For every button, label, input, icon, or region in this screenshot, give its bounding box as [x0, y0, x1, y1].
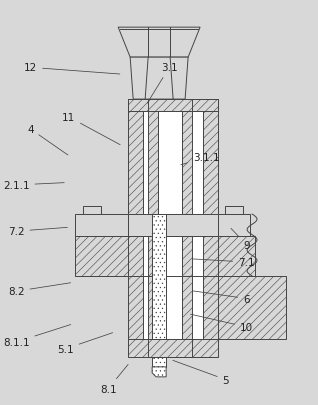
Bar [83, 207, 101, 215]
Bar [128, 339, 218, 357]
Bar [218, 276, 286, 339]
Polygon shape [152, 367, 166, 377]
Bar [152, 215, 166, 347]
Text: 5: 5 [173, 360, 229, 385]
Bar [148, 339, 192, 357]
Text: 11: 11 [62, 113, 120, 145]
Bar [148, 276, 158, 339]
Text: 3.1.1: 3.1.1 [181, 153, 219, 165]
Text: 2.1.1: 2.1.1 [3, 181, 64, 190]
Bar [182, 276, 192, 339]
Polygon shape [118, 28, 200, 58]
Text: 8.2: 8.2 [8, 283, 71, 296]
Text: 8.1.1: 8.1.1 [3, 325, 71, 347]
Bar [148, 237, 158, 276]
Text: 5.1: 5.1 [57, 333, 113, 354]
Bar [182, 237, 192, 276]
Text: 4: 4 [27, 125, 68, 156]
Bar [128, 100, 218, 112]
Text: 9: 9 [231, 229, 250, 250]
Text: 7.2: 7.2 [8, 227, 67, 237]
Bar [148, 112, 158, 215]
Bar [158, 237, 182, 276]
Polygon shape [130, 58, 188, 100]
Bar [75, 215, 128, 237]
Bar [128, 237, 218, 276]
Bar [182, 112, 192, 215]
Bar [75, 237, 255, 276]
Bar [158, 112, 182, 215]
Bar [218, 215, 250, 237]
Bar [143, 276, 203, 339]
Bar [143, 112, 203, 215]
Bar [148, 100, 192, 112]
Text: 3.1: 3.1 [147, 63, 178, 104]
Text: 12: 12 [24, 63, 120, 75]
Text: 10: 10 [190, 314, 253, 332]
Bar [128, 100, 218, 112]
Bar [225, 207, 243, 215]
Bar [128, 276, 143, 339]
Bar [203, 276, 218, 339]
Bar [128, 112, 143, 215]
Bar [152, 347, 166, 367]
Text: 8.1: 8.1 [100, 364, 128, 394]
Bar [203, 112, 218, 215]
Bar [158, 276, 182, 339]
Bar [143, 237, 203, 276]
Text: 7.1: 7.1 [193, 258, 255, 267]
Text: 6: 6 [192, 291, 250, 304]
